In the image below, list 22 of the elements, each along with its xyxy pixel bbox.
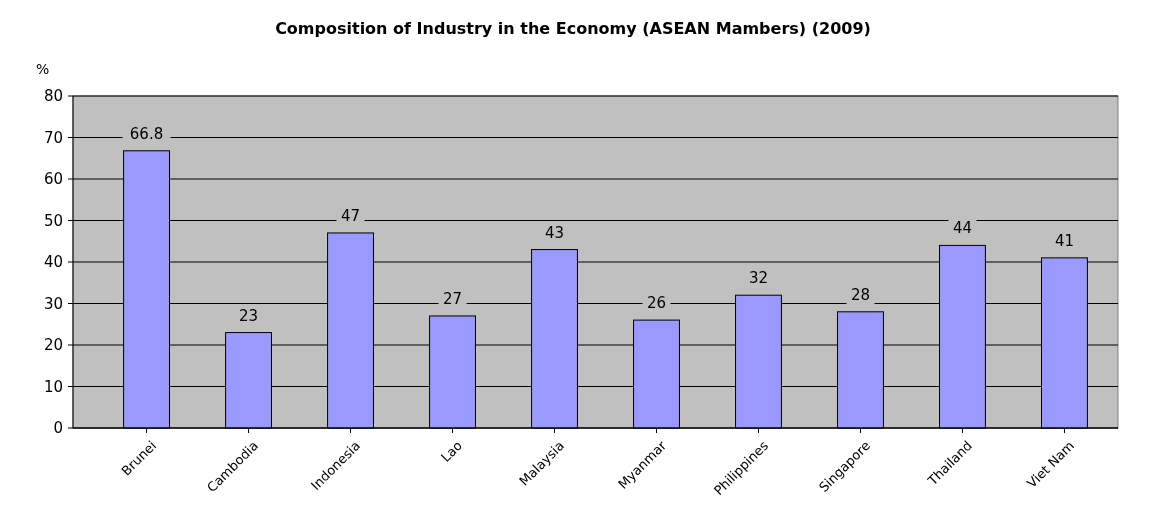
data-label: 26 (646, 294, 667, 313)
x-tick-label: Lao (438, 437, 466, 465)
data-label: 23 (238, 306, 259, 325)
y-tick-label: 20 (43, 336, 63, 355)
y-axis-title: % (36, 61, 50, 77)
data-label: 66.8 (129, 124, 164, 143)
y-tick-label: 10 (43, 377, 63, 396)
y-tick-label: 50 (43, 211, 63, 230)
y-tick-label: 70 (43, 128, 63, 147)
y-tick-label: 0 (53, 419, 63, 438)
y-tick-label: 40 (43, 253, 63, 272)
data-label: 41 (1054, 231, 1074, 250)
data-label: 28 (850, 285, 871, 304)
data-label: 27 (442, 289, 463, 308)
data-label: 43 (544, 223, 565, 242)
y-tick-label: 60 (43, 170, 63, 189)
y-tick-label: 30 (43, 294, 63, 313)
data-label: 32 (748, 269, 769, 288)
data-label: 44 (952, 219, 973, 238)
data-label: 47 (340, 206, 361, 225)
chart-title: Composition of Industry in the Economy (ASEAN Mambers) (2009) (275, 19, 871, 38)
y-tick-label: 80 (43, 87, 63, 106)
